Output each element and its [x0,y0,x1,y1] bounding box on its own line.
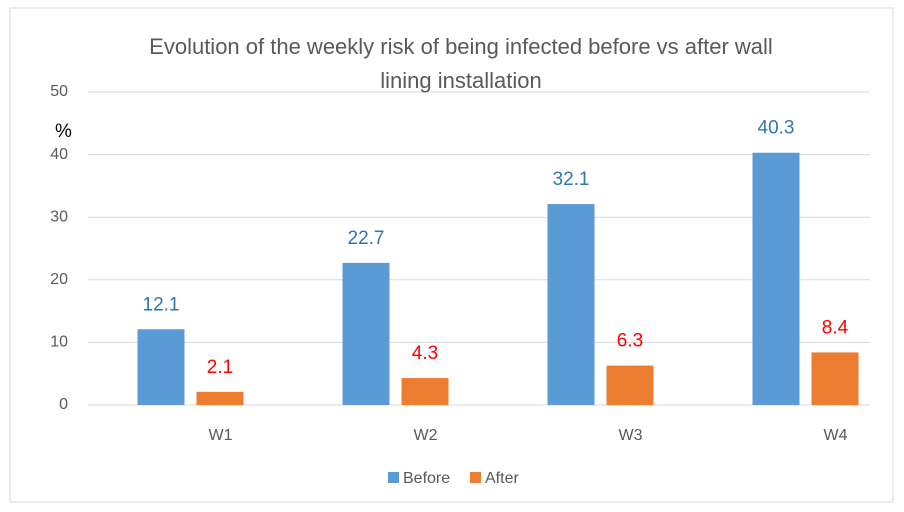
legend-label: Before [403,470,450,487]
bar [401,378,449,405]
value-label: 4.3 [412,343,438,364]
chart-title: Evolution of the weekly risk of being in… [149,34,773,93]
y-tick-label: 30 [50,208,68,225]
y-axis-label: % [55,121,72,142]
legend-label: After [485,470,519,487]
bar [342,262,390,405]
bar [606,365,654,405]
x-tick-label: W4 [824,427,848,444]
chart-frame [9,7,894,503]
value-label: 22.7 [348,228,385,249]
y-tick-label: 0 [59,396,68,413]
value-label: 8.4 [822,317,849,338]
legend-swatch [388,472,399,483]
value-label: 6.3 [617,331,643,352]
y-tick-label: 50 [50,83,68,100]
value-label: 40.3 [758,118,795,139]
x-tick-label: W2 [414,427,438,444]
value-label: 32.1 [553,169,590,190]
bar [137,329,185,405]
value-label: 12.1 [143,294,180,315]
legend-swatch [470,472,481,483]
x-tick-label: W3 [619,427,643,444]
value-label: 2.1 [207,357,233,378]
bar [752,152,800,405]
y-tick-label: 20 [50,271,68,288]
y-tick-label: 10 [50,334,68,351]
bar [547,204,595,405]
y-tick-label: 40 [50,146,68,163]
x-tick-label: W1 [209,427,233,444]
bar [196,391,244,405]
bar [811,352,859,405]
